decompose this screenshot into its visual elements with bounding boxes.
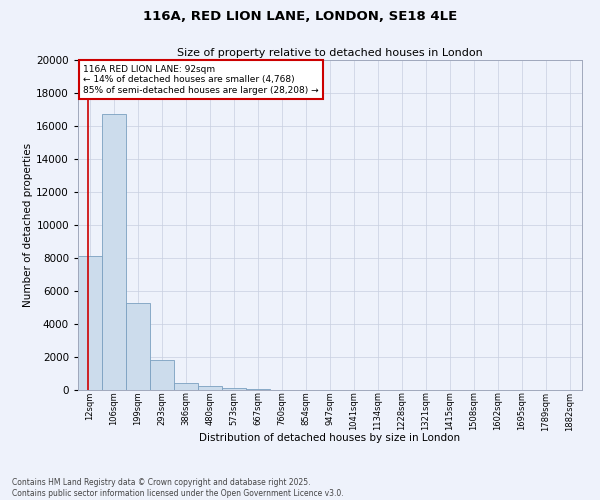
Text: 116A RED LION LANE: 92sqm
← 14% of detached houses are smaller (4,768)
85% of se: 116A RED LION LANE: 92sqm ← 14% of detac…: [83, 65, 319, 95]
Text: 116A, RED LION LANE, LONDON, SE18 4LE: 116A, RED LION LANE, LONDON, SE18 4LE: [143, 10, 457, 23]
X-axis label: Distribution of detached houses by size in London: Distribution of detached houses by size …: [199, 434, 461, 444]
Bar: [126, 302, 150, 390]
Text: Contains HM Land Registry data © Crown copyright and database right 2025.
Contai: Contains HM Land Registry data © Crown c…: [12, 478, 344, 498]
Bar: [198, 386, 222, 390]
Bar: [150, 360, 174, 390]
Bar: [102, 114, 126, 390]
Title: Size of property relative to detached houses in London: Size of property relative to detached ho…: [177, 48, 483, 58]
Bar: [246, 389, 270, 390]
Y-axis label: Number of detached properties: Number of detached properties: [23, 143, 34, 307]
Bar: [78, 256, 102, 390]
Bar: [174, 383, 198, 390]
Bar: [222, 388, 246, 390]
